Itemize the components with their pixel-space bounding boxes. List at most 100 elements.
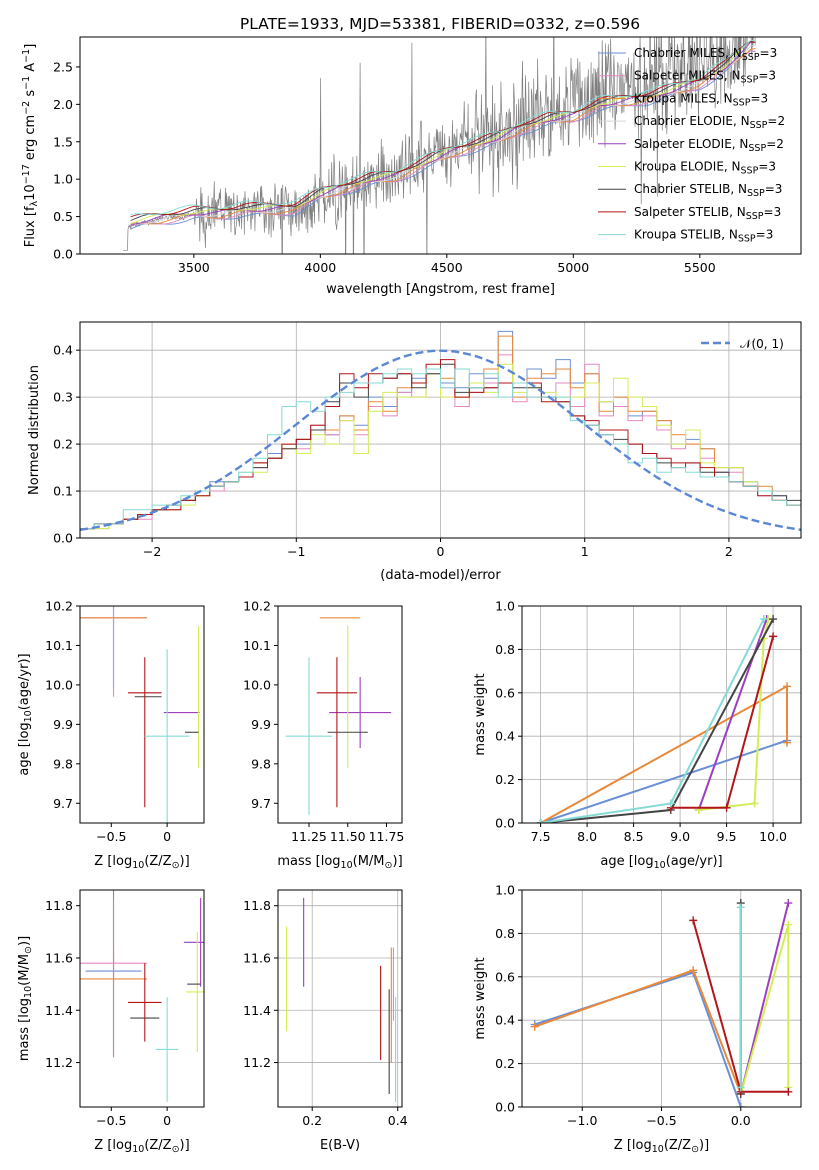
weight-marker: [784, 1087, 793, 1096]
label-part: −17: [21, 164, 32, 184]
y-tick-label: 0.0: [53, 247, 73, 262]
y-tick-label: 9.9: [251, 717, 271, 732]
axes-frame: [79, 605, 205, 824]
y-tick-label: 10.2: [243, 599, 271, 614]
x-tick-label: 1: [581, 544, 589, 559]
model-line-kroupa-miles: [130, 48, 756, 225]
massweight-vs-Z-panel: −1.0 −0.5 0.0 0.0 0.2 0.4 0.6 0.8 1.0 Z [log10(Z/…: [473, 883, 802, 1155]
legend-sub: SSP: [747, 188, 765, 199]
y-axis-label: Flux [fλ10−17 erg cm−2 s−1 A−1]: [21, 44, 40, 248]
x-axis-label: Z [log10(Z/Z⊙)]: [94, 854, 189, 871]
label-part: (Z/Z: [144, 854, 171, 869]
weight-marker: [769, 615, 778, 624]
age-vs-mass-panel: 11.25 11.50 11.75 9.7 9.8 9.9 10.0 10.1 10.2 mass…: [243, 599, 404, 872]
weight-line-kroupa-miles: [534, 969, 742, 1095]
weight-marker: [736, 1103, 745, 1107]
legend-suffix: =3: [758, 160, 776, 174]
x-tick-label: 11.25: [291, 829, 327, 844]
label-part: Z [log: [94, 854, 132, 869]
legend-text: Chabrier MILES, N: [634, 46, 742, 60]
y-tick-label: 1.0: [495, 883, 515, 898]
label-part: (M/M: [17, 954, 32, 986]
legend-label: Chabrier ELODIE, NSSP=2: [634, 114, 785, 131]
legend-text: Salpeter STELIB, N: [634, 205, 746, 219]
x-tick-label: 11.75: [369, 829, 405, 844]
legend-label: 𝒩(0, 1): [740, 337, 784, 351]
weight-marker: [530, 1022, 539, 1031]
label-part: 10: [652, 1144, 664, 1155]
weight-marker: [759, 615, 768, 624]
y-tick-label: 11.4: [243, 1003, 271, 1018]
x-tick-label: −2: [143, 544, 161, 559]
y-tick-label: 0.2: [495, 1056, 515, 1071]
weight-marker: [666, 799, 675, 808]
y-tick-label: 0.6: [495, 969, 515, 984]
legend-label: Kroupa ELODIE, NSSP=3: [634, 160, 776, 177]
legend-sub: SSP: [748, 143, 766, 154]
label-part: (Z/Z: [664, 1138, 691, 1153]
legend-text: Salpeter MILES, N: [634, 69, 741, 83]
legend-suffix: =3: [760, 46, 778, 60]
y-tick-label: 10.0: [45, 677, 73, 692]
legend-sub: SSP: [742, 52, 760, 63]
legend-text: Chabrier STELIB, N: [634, 182, 747, 196]
label-part: s: [23, 90, 38, 101]
y-tick-label: 9.8: [251, 756, 271, 771]
weight-marker: [689, 966, 698, 975]
y-tick-label: 0.2: [495, 772, 515, 787]
x-tick-label: −0.5: [96, 829, 126, 844]
label-part: )]: [180, 854, 190, 869]
x-tick-label: 5000: [557, 260, 589, 275]
y-tick-label: 0.0: [53, 531, 73, 546]
spectrum-panel: 3500 4000 4500 5000 5500 0.0 0.5 1.0 1.5 2.0 2.5 wa…: [21, 36, 802, 297]
data-spectrum-line: [123, 37, 756, 254]
label-part: Z [log: [94, 1138, 132, 1153]
legend-sub: SSP: [738, 234, 756, 245]
label-part: 10: [654, 860, 666, 871]
legend-suffix: =2: [766, 137, 784, 151]
x-tick-label: 9.0: [670, 829, 690, 844]
legend-text: Kroupa ELODIE, N: [634, 160, 741, 174]
y-tick-label: 9.9: [53, 717, 73, 732]
age-vs-Z-panel: −0.5 09.79.89.910.010.110.2Z [log10(Z/Z⊙)…: [17, 599, 205, 871]
label-part: ⊙: [172, 1144, 180, 1155]
y-tick-label: 11.4: [45, 1003, 73, 1018]
y-tick-label: 9.7: [251, 796, 271, 811]
weight-marker: [783, 682, 792, 691]
x-tick-label: 5500: [684, 260, 716, 275]
y-tick-label: 9.8: [53, 756, 73, 771]
legend-suffix: =3: [764, 205, 782, 219]
axes-frame: [277, 605, 403, 824]
label-part: 10: [23, 986, 34, 998]
y-tick-label: 0.6: [495, 685, 515, 700]
weight-marker: [769, 632, 778, 641]
mass-vs-Z-plot-area: [80, 890, 204, 1102]
x-tick-label: 4000: [304, 260, 336, 275]
label-part: ]: [23, 44, 38, 49]
y-tick-label: 10.1: [45, 638, 73, 653]
y-tick-label: 2.0: [53, 97, 73, 112]
label-part: )]: [180, 1138, 190, 1153]
mass-vs-EBV-plot-area: [286, 897, 397, 1102]
axes-frame: [521, 605, 802, 824]
label-part: 10: [132, 1144, 144, 1155]
y-axis-label: age [log10(age/yr)]: [17, 653, 34, 775]
residuals-plot-area: [80, 330, 801, 538]
x-tick-label: 8.0: [577, 829, 597, 844]
y-tick-label: 11.2: [243, 1055, 271, 1070]
x-axis-label: E(B-V): [320, 1138, 360, 1153]
axes-frame: [79, 36, 802, 255]
y-tick-label: 1.5: [53, 134, 73, 149]
y-tick-label: 0.0: [495, 1100, 515, 1115]
legend-suffix: =2: [767, 114, 785, 128]
x-tick-label: −1: [287, 544, 305, 559]
legend-suffix: =3: [756, 228, 774, 242]
x-axis-label: Z [log10(Z/Z⊙)]: [614, 1138, 709, 1155]
legend-sub: SSP: [741, 75, 759, 86]
x-axis-label: age [log10(age/yr)]: [600, 854, 722, 871]
weight-marker: [784, 920, 793, 929]
legend-label: Kroupa MILES, NSSP=3: [634, 91, 768, 108]
legend-sub: SSP: [733, 97, 751, 108]
residuals-panel: −2 −1 0 1 2 0.0 0.1 0.2 0.3 0.4 (data-model)/error…: [27, 321, 802, 583]
